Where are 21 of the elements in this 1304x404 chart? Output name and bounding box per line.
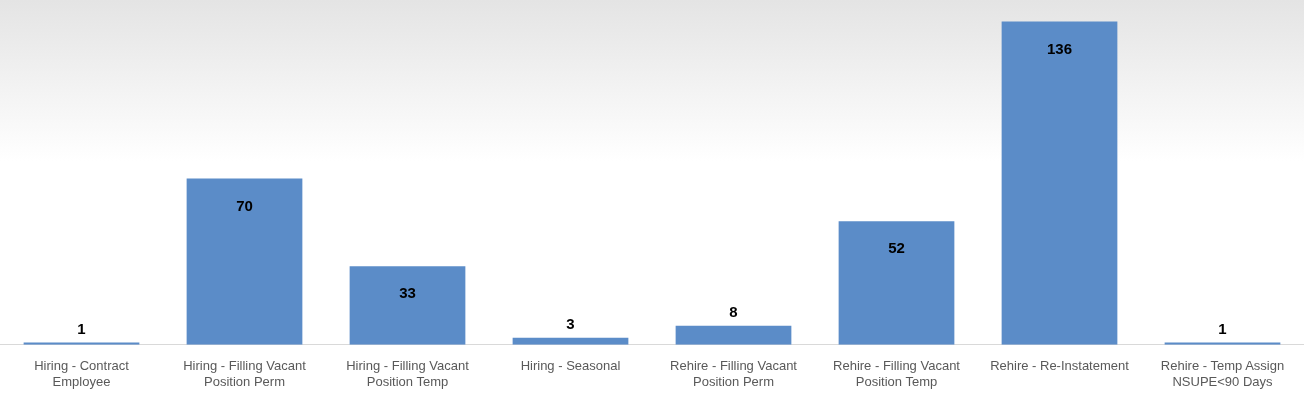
bar [838,221,955,345]
data-label: 70 [236,196,253,214]
bar [1001,21,1118,345]
bar [186,178,303,345]
data-label: 8 [729,302,738,320]
bar [675,325,792,345]
data-label: 52 [888,239,905,257]
bar [349,266,466,345]
data-label: 33 [399,284,416,302]
data-label: 1 [77,319,86,337]
x-tick-label: Rehire - Filling Vacant Position Perm [670,358,798,389]
x-tick-label: Rehire - Temp Assign NSUPE<90 Days [1160,358,1285,389]
x-tick-label: Hiring - Contract Employee [34,358,130,389]
x-tick-label: Rehire - Re-Instatement [990,358,1130,374]
x-tick-label: Hiring - Seasonal [520,358,621,374]
x-tick-label: Hiring - Filling Vacant Position Perm [183,358,307,389]
x-tick-label: Hiring - Filling Vacant Position Temp [346,358,470,389]
x-tick-label: Rehire - Filling Vacant Position Temp [833,358,961,389]
data-label: 3 [566,314,575,332]
data-label: 1 [1218,319,1227,337]
data-label: 136 [1046,39,1073,57]
